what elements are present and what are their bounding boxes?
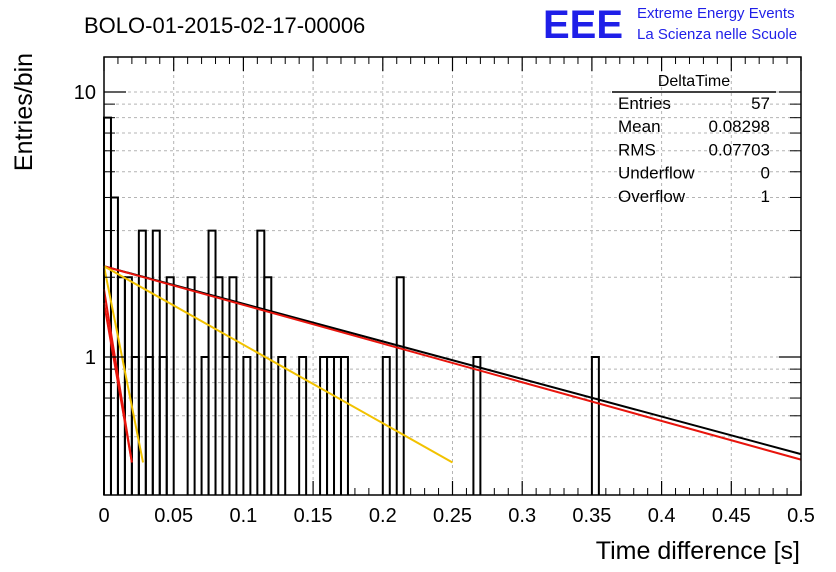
x-tick-label: 0.25 xyxy=(433,505,472,527)
logo-text: EEE xyxy=(543,3,623,47)
x-tick-label: 0.1 xyxy=(229,505,257,527)
histogram-bin xyxy=(151,229,161,495)
stats-row-label: Overflow xyxy=(618,187,686,206)
stats-row-label: RMS xyxy=(618,140,656,159)
histogram-bin xyxy=(228,276,238,495)
histogram-bin xyxy=(165,276,175,495)
x-tick-label: 0.5 xyxy=(787,505,815,527)
histogram-bin xyxy=(242,356,252,495)
stats-row-label: Mean xyxy=(618,117,661,136)
histogram-bin xyxy=(144,356,154,495)
histogram-bin xyxy=(221,356,231,495)
fit-line xyxy=(103,266,145,463)
histogram-bin xyxy=(214,276,224,495)
stats-row-value: 0.07703 xyxy=(709,140,770,159)
stats-box: DeltaTime Entries 57 Mean 0.08298 RMS 0.07703… xyxy=(612,73,776,206)
y-axis-label: Entries/bin xyxy=(10,53,38,171)
stats-row-value: 0.08298 xyxy=(709,117,770,136)
histogram-bin xyxy=(472,356,482,495)
stats-row-label: Entries xyxy=(618,94,671,113)
x-tick-label: 0.3 xyxy=(508,505,536,527)
histogram-bin xyxy=(263,276,273,495)
y-tick-label: 1 xyxy=(85,347,96,369)
y-tick-label: 10 xyxy=(74,82,96,104)
histogram-bin xyxy=(333,356,342,495)
histogram-bin xyxy=(277,356,287,495)
stats-row-label: Underflow xyxy=(618,164,695,183)
eee-logo: EEE Extreme Energy Events La Scienza nel… xyxy=(543,3,797,47)
histogram-bin xyxy=(319,356,329,495)
x-tick-label: 0 xyxy=(98,505,109,527)
fit-line xyxy=(103,265,453,464)
logo-line-1: Extreme Energy Events xyxy=(637,5,795,22)
x-tick-label: 0.45 xyxy=(712,505,751,527)
histogram-bin xyxy=(200,356,210,495)
histogram-bars xyxy=(103,116,600,495)
histogram-bin xyxy=(395,276,405,495)
x-tick-label: 0.05 xyxy=(154,505,193,527)
x-axis-label: Time difference [s] xyxy=(596,537,800,565)
fit-line xyxy=(103,265,802,461)
fit-lines xyxy=(103,265,802,464)
histogram-bin xyxy=(326,356,336,495)
histogram-bin xyxy=(590,356,600,495)
x-tick-label: 0.35 xyxy=(572,505,611,527)
x-tick-label: 0.2 xyxy=(369,505,397,527)
x-tick-label: 0.4 xyxy=(648,505,676,527)
x-tick-label: 0.15 xyxy=(294,505,333,527)
histogram-bin xyxy=(207,229,217,495)
histogram-bin xyxy=(298,356,308,495)
histogram-bin xyxy=(186,276,196,495)
chart-title: BOLO-01-2015-02-17-00006 xyxy=(84,13,365,38)
stats-row-value: 0 xyxy=(761,164,770,183)
histogram-bin xyxy=(339,356,349,495)
histogram-bin xyxy=(158,356,168,495)
histogram-bin xyxy=(256,229,266,495)
stats-row-value: 1 xyxy=(761,187,770,206)
fit-line xyxy=(103,302,133,463)
stats-row-value: 57 xyxy=(751,94,770,113)
logo-line-2: La Scienza nelle Scuole xyxy=(637,26,797,43)
stats-title: DeltaTime xyxy=(658,73,730,90)
